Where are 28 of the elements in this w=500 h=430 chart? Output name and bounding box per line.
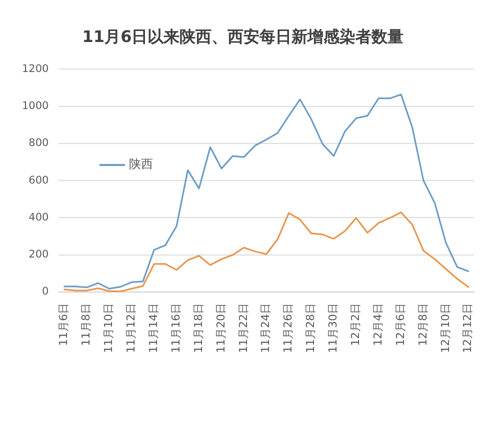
- y-tick-label: 800: [28, 137, 49, 150]
- x-tick-label: 11月26日: [282, 303, 295, 354]
- x-tick-label: 11月18日: [192, 303, 205, 354]
- x-tick-label: 11月24日: [259, 303, 272, 354]
- x-tick-label: 12月2日: [349, 303, 362, 346]
- y-tick-label: 400: [28, 211, 49, 224]
- y-tick-label: 1000: [22, 100, 49, 112]
- x-tick-label: 11月16日: [169, 303, 182, 354]
- y-tick-label: 600: [28, 174, 49, 186]
- chart-title: 11月6日以来陕西、西安每日新增感染者数量: [82, 26, 404, 46]
- y-tick-label: 1200: [22, 62, 49, 75]
- x-tick-label: 11月28日: [304, 303, 318, 354]
- x-tick-label: 11月10日: [102, 303, 116, 354]
- y-tick-label: 200: [28, 248, 49, 261]
- x-tick-label: 12月6日: [394, 303, 407, 346]
- x-tick-label: 11月30日: [326, 303, 340, 354]
- x-tick-label: 12月12日: [461, 303, 474, 354]
- x-tick-label: 11月8日: [80, 303, 93, 346]
- x-tick-label: 11月6日: [57, 303, 70, 346]
- y-tick-label: 0: [42, 286, 49, 298]
- x-tick-label: 12月8日: [416, 303, 430, 346]
- x-tick-label: 11月20日: [214, 303, 228, 354]
- x-tick-label: 11月12日: [124, 303, 138, 354]
- legend-label: 陕西: [129, 157, 154, 172]
- x-tick-label: 11月14日: [146, 303, 160, 354]
- x-tick-label: 12月10日: [438, 303, 452, 354]
- x-tick-label: 11月22日: [236, 303, 250, 354]
- x-tick-label: 12月4日: [371, 303, 384, 346]
